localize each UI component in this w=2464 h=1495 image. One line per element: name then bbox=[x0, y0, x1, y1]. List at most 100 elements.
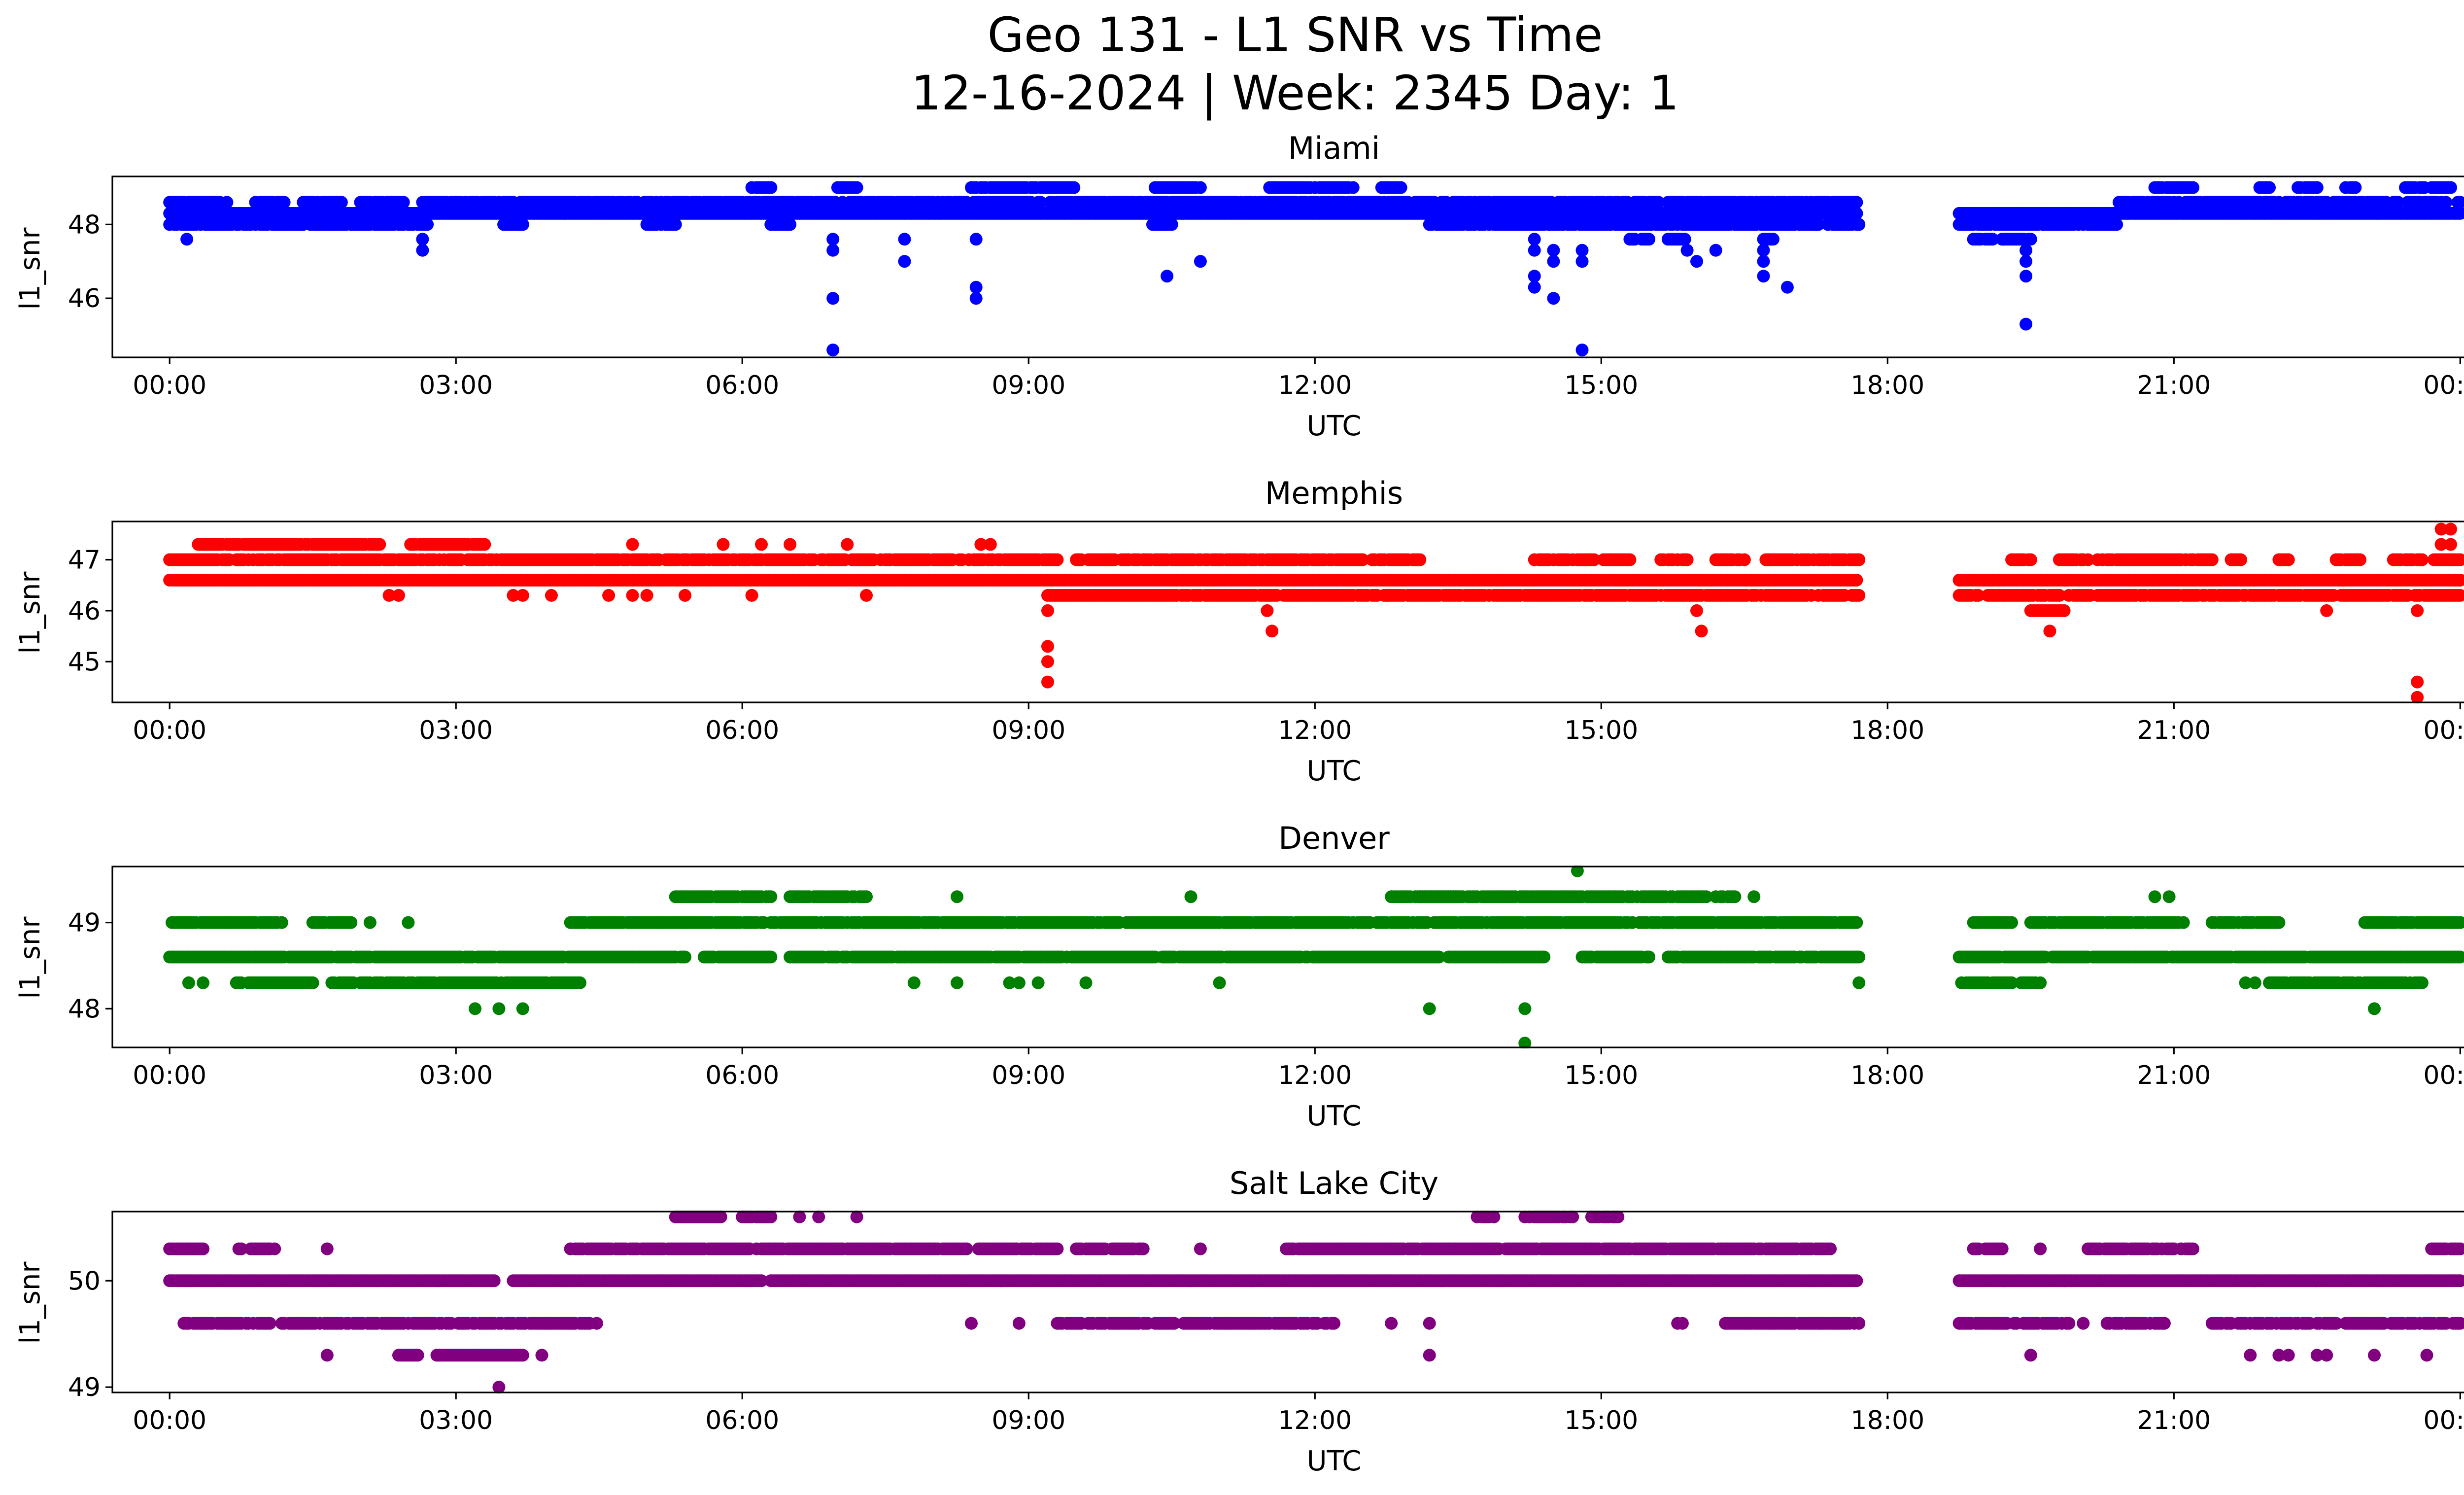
x-axis-label: UTC bbox=[1306, 1100, 1361, 1132]
data-point bbox=[1067, 181, 1081, 194]
x-tick-label: 12:00 bbox=[1278, 371, 1352, 400]
data-point bbox=[275, 916, 288, 929]
data-point bbox=[1986, 233, 1999, 246]
data-point bbox=[984, 538, 997, 551]
plot-area: 00:00 03:00 06:00 09:00 12:00 15:00 18:00 21:00… bbox=[68, 521, 2464, 745]
data-point bbox=[478, 538, 491, 551]
data-point bbox=[1528, 243, 1541, 257]
x-tick-label: 06:00 bbox=[705, 716, 779, 745]
data-point bbox=[1194, 255, 1207, 268]
data-point bbox=[421, 218, 434, 231]
data-point bbox=[969, 233, 983, 246]
data-point bbox=[2454, 573, 2464, 587]
data-point bbox=[826, 344, 840, 356]
data-point bbox=[2349, 181, 2362, 194]
data-point bbox=[1690, 255, 1703, 268]
figure-title-line1: Geo 131 - L1 SNR vs Time bbox=[988, 7, 1603, 63]
data-point bbox=[1852, 553, 1866, 566]
data-point bbox=[784, 538, 797, 551]
data-point bbox=[1850, 207, 1863, 220]
data-point bbox=[2411, 604, 2424, 617]
x-tick-label: 03:00 bbox=[419, 716, 493, 745]
x-tick-label: 15:00 bbox=[1564, 371, 1638, 400]
data-point bbox=[826, 292, 840, 305]
x-tick-label: 00:00 bbox=[2423, 716, 2464, 745]
panel-memphis: Memphis UTC l1_snr 00:00 03:00 06:00 09:00 1… bbox=[14, 475, 2464, 787]
data-point bbox=[2411, 691, 2424, 703]
x-axis-label: UTC bbox=[1306, 410, 1361, 442]
x-tick-label: 18:00 bbox=[1850, 371, 1924, 400]
data-point bbox=[2415, 553, 2429, 566]
data-point bbox=[2444, 181, 2457, 194]
panel-miami: Miami UTC l1_snr 00:00 03:00 06:00 09:00 12:… bbox=[14, 130, 2464, 442]
data-point bbox=[2024, 553, 2037, 566]
data-point bbox=[1051, 553, 1064, 566]
data-point bbox=[2354, 553, 2366, 566]
data-point bbox=[898, 233, 911, 246]
data-point bbox=[1680, 553, 1694, 566]
data-point bbox=[416, 233, 429, 246]
data-point bbox=[2057, 604, 2071, 617]
data-point bbox=[2454, 589, 2464, 602]
data-point bbox=[1852, 218, 1866, 231]
x-tick-label: 15:00 bbox=[1564, 716, 1638, 745]
data-point bbox=[545, 589, 558, 602]
data-point bbox=[626, 589, 639, 602]
data-point bbox=[1738, 553, 1751, 566]
data-point bbox=[745, 589, 758, 602]
data-point bbox=[626, 538, 639, 551]
data-point bbox=[1194, 181, 1207, 194]
data-point bbox=[898, 255, 911, 268]
x-tick-label: 09:00 bbox=[992, 716, 1065, 745]
data-point bbox=[669, 218, 682, 231]
data-point bbox=[2082, 553, 2094, 566]
data-point bbox=[1850, 573, 1863, 587]
data-point bbox=[180, 233, 194, 246]
data-point bbox=[1575, 255, 1589, 268]
data-point bbox=[1547, 243, 1560, 257]
data-point bbox=[335, 196, 348, 209]
x-tick-label: 03:00 bbox=[419, 371, 493, 400]
scatter-series bbox=[163, 181, 2464, 356]
plot-area: 00:00 03:00 06:00 09:00 12:00 15:00 18:00 21:00… bbox=[68, 866, 2464, 1090]
plot-area: 00:00 03:00 06:00 09:00 12:00 15:00 18:00 21:00… bbox=[68, 175, 2464, 400]
data-point bbox=[1041, 655, 1054, 668]
data-point bbox=[2263, 181, 2276, 194]
data-point bbox=[1528, 280, 1541, 294]
data-point bbox=[2234, 553, 2247, 566]
y-tick-label: 46 bbox=[68, 284, 101, 313]
y-axis-label: l1_snr bbox=[14, 916, 46, 999]
data-point bbox=[717, 538, 730, 551]
y-tick-label: 46 bbox=[68, 596, 101, 626]
axes-frame bbox=[111, 521, 2464, 703]
x-tick-label: 09:00 bbox=[992, 371, 1065, 400]
data-point bbox=[1356, 553, 1369, 566]
data-point bbox=[2024, 233, 2037, 246]
data-point bbox=[2053, 589, 2066, 602]
scatter-series bbox=[163, 522, 2464, 703]
axes-frame bbox=[111, 175, 2464, 358]
data-point bbox=[1346, 181, 1360, 194]
data-point bbox=[2439, 196, 2453, 209]
data-point bbox=[2434, 522, 2448, 536]
data-point bbox=[2019, 270, 2033, 283]
data-point bbox=[2019, 243, 2033, 257]
data-point bbox=[1165, 218, 1178, 231]
x-tick-label: 21:00 bbox=[2137, 371, 2211, 400]
data-point bbox=[969, 292, 983, 305]
y-tick-label: 47 bbox=[68, 546, 101, 575]
data-point bbox=[784, 218, 797, 231]
panel-title: Denver bbox=[1278, 820, 1390, 856]
data-point bbox=[1709, 243, 1722, 257]
data-point bbox=[2187, 181, 2199, 194]
data-point bbox=[1041, 640, 1054, 653]
data-point bbox=[2043, 625, 2056, 638]
data-point bbox=[1587, 553, 1601, 566]
data-point bbox=[2320, 604, 2333, 617]
data-point bbox=[382, 589, 396, 602]
data-point bbox=[1850, 196, 1863, 209]
data-point bbox=[1547, 292, 1560, 305]
data-point bbox=[1972, 589, 1985, 602]
data-point bbox=[640, 589, 653, 602]
